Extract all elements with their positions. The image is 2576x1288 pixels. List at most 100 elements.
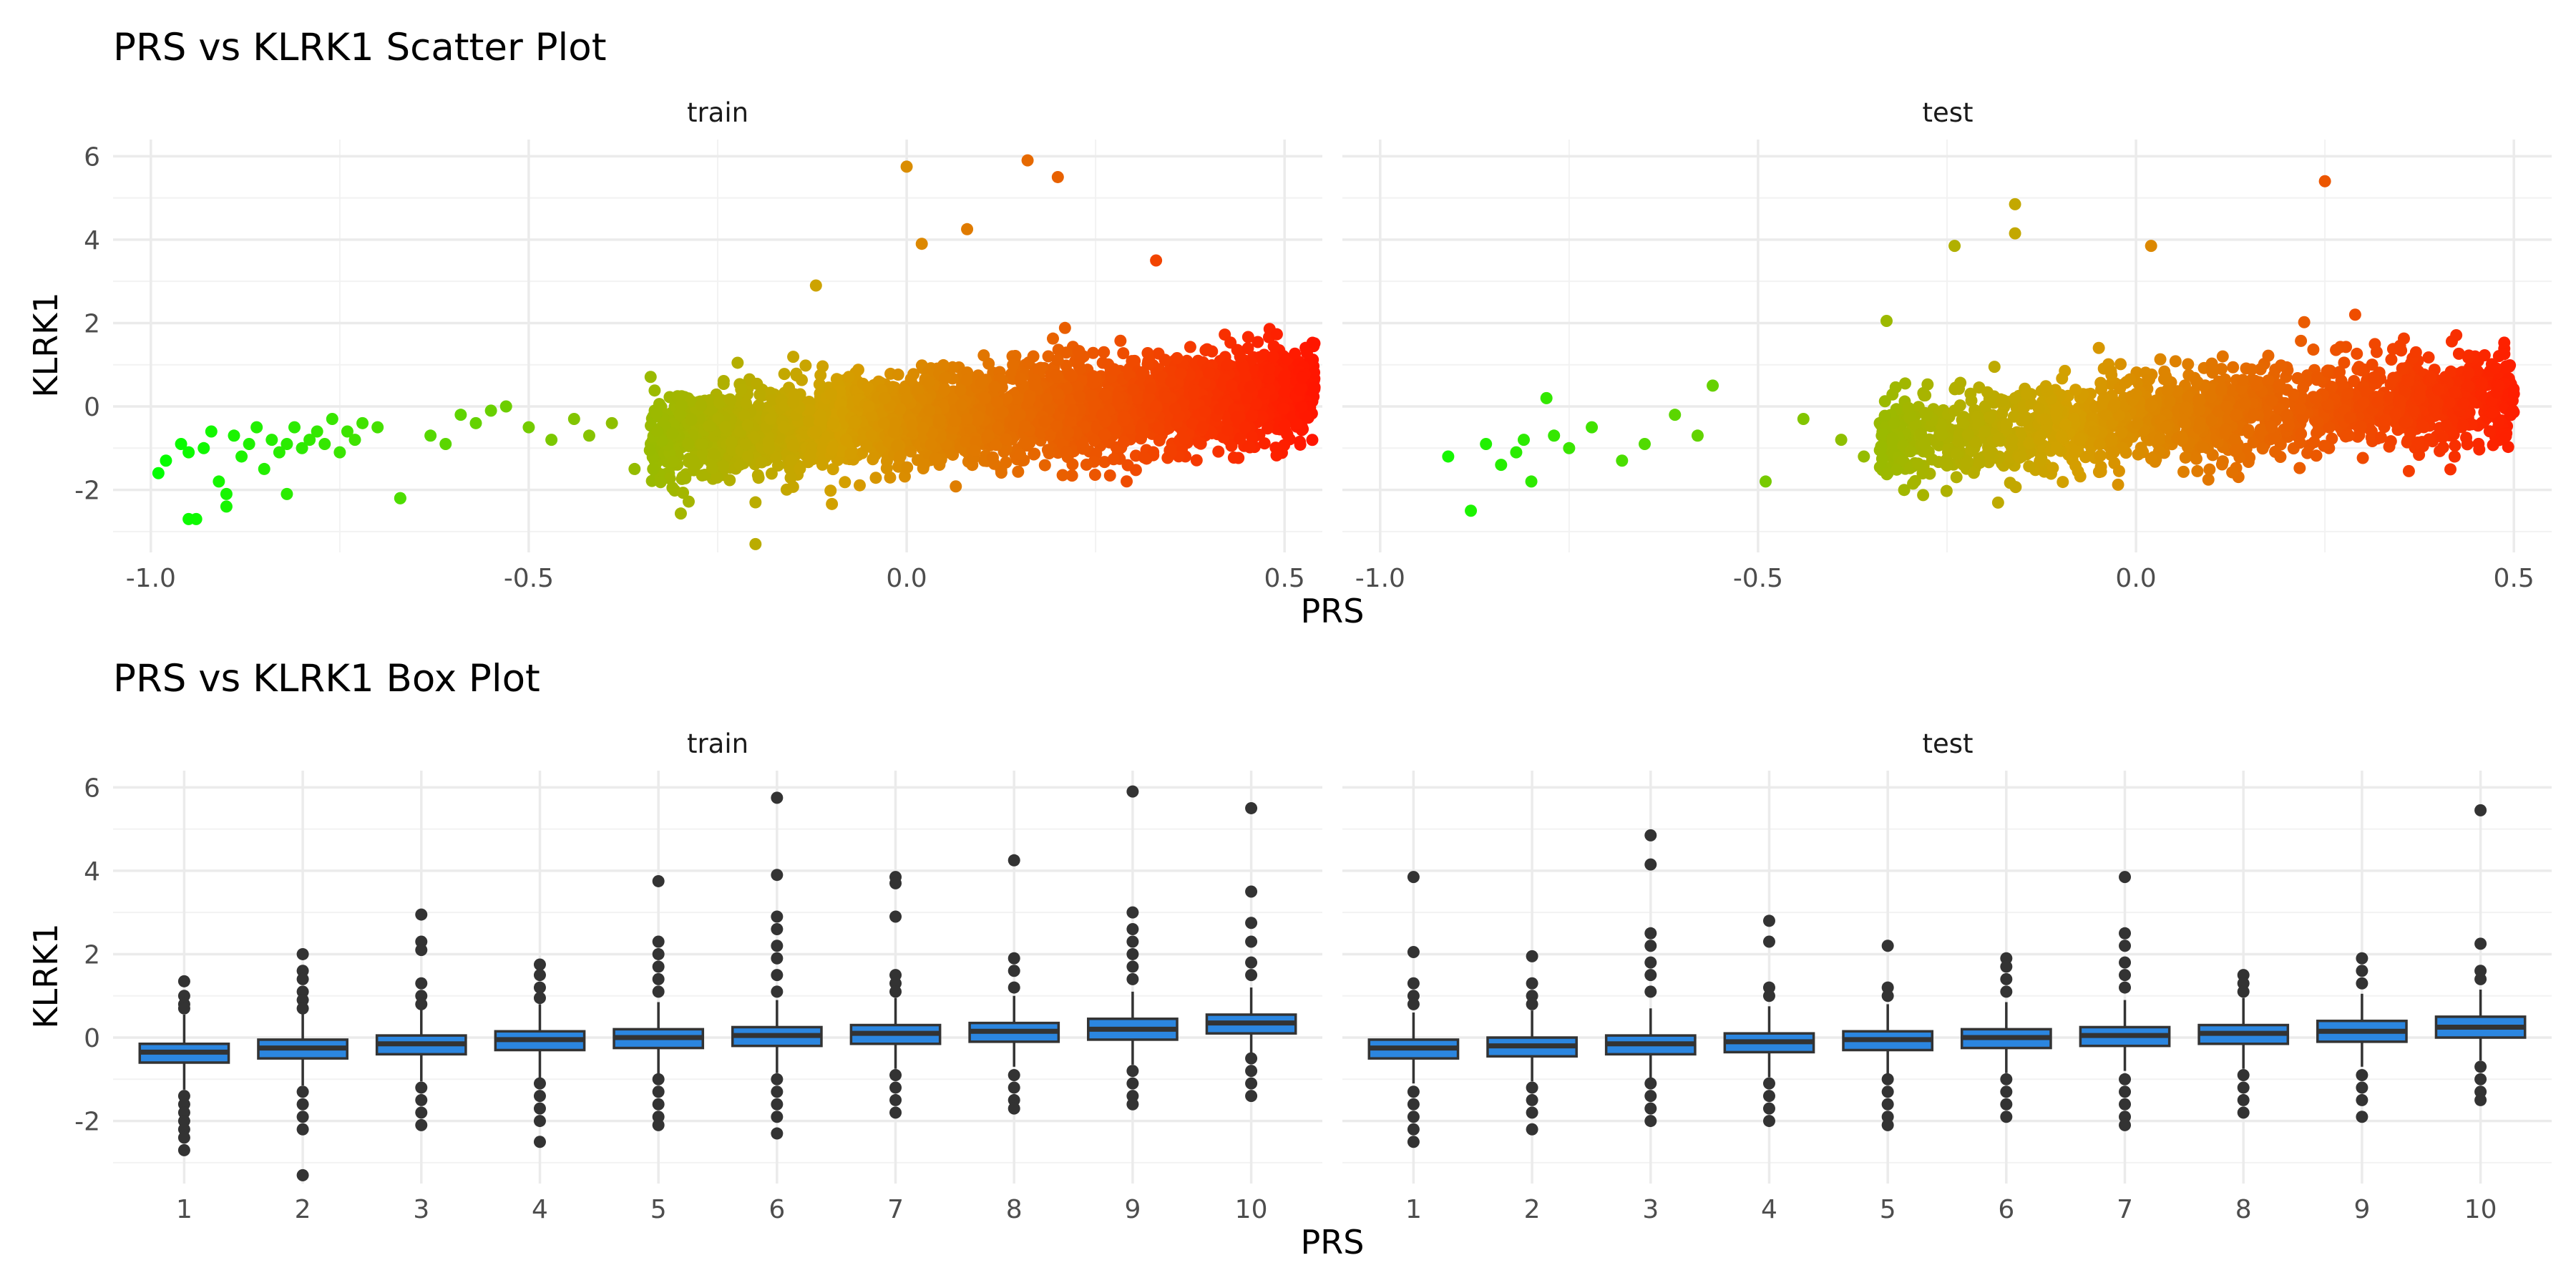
data-point — [753, 389, 766, 401]
data-point — [706, 462, 718, 474]
data-point — [2087, 425, 2100, 438]
data-point — [2461, 438, 2474, 451]
data-point — [1169, 402, 1181, 415]
data-point — [2039, 380, 2052, 393]
data-point — [213, 475, 225, 488]
data-point — [922, 376, 935, 389]
data-point — [258, 462, 270, 475]
data-point — [809, 279, 822, 292]
x-tick-label: -0.5 — [504, 564, 554, 593]
data-point — [280, 487, 293, 500]
data-point — [2145, 452, 2157, 465]
data-point — [826, 417, 839, 430]
data-point — [1051, 353, 1064, 366]
data-point — [723, 474, 736, 487]
data-point — [2104, 365, 2117, 378]
data-point — [852, 364, 864, 376]
data-point — [1136, 428, 1149, 441]
data-point — [1065, 370, 1078, 383]
data-point — [1252, 336, 1264, 348]
data-point — [1171, 352, 1184, 365]
data-point — [2092, 341, 2105, 354]
data-point — [2203, 463, 2216, 476]
data-point — [1192, 436, 1205, 449]
data-point — [763, 442, 776, 455]
data-point — [499, 400, 512, 413]
data-point — [2023, 460, 2036, 473]
data-point — [717, 459, 730, 472]
data-point — [839, 476, 852, 489]
data-point — [717, 375, 730, 388]
data-point — [1277, 402, 1290, 415]
data-point — [318, 437, 331, 450]
data-point — [2293, 462, 2306, 474]
data-point — [686, 454, 699, 467]
data-point — [2020, 388, 2033, 401]
data-point — [1138, 451, 1151, 464]
data-point — [860, 439, 873, 452]
data-point — [2057, 476, 2069, 489]
data-point — [1108, 421, 1121, 434]
data-point — [1088, 469, 1101, 482]
data-point — [424, 429, 437, 442]
data-point — [1187, 388, 1200, 401]
data-point — [2176, 432, 2189, 445]
data-point — [1098, 346, 1111, 358]
data-point — [749, 537, 762, 550]
data-point — [454, 409, 467, 421]
data-point — [1300, 346, 1313, 359]
data-point — [1296, 371, 1309, 384]
data-point — [923, 404, 936, 417]
data-point — [1908, 474, 1921, 487]
data-point — [682, 437, 695, 450]
data-point — [2046, 462, 2059, 474]
data-point — [1023, 393, 1036, 406]
data-point — [2307, 343, 2320, 356]
data-point — [2119, 376, 2132, 389]
data-point — [723, 393, 736, 406]
data-point — [2032, 402, 2045, 415]
data-point — [1270, 328, 1283, 341]
data-point — [2355, 420, 2368, 433]
data-point — [1018, 436, 1031, 449]
data-point — [1174, 367, 1187, 380]
data-point — [1038, 459, 1051, 472]
data-point — [2385, 353, 2398, 366]
data-point — [1246, 409, 1259, 422]
data-point — [228, 429, 240, 442]
data-point — [2190, 452, 2202, 465]
data-point — [778, 368, 791, 381]
data-point — [1158, 353, 1171, 366]
data-point — [2256, 442, 2269, 455]
data-point — [1066, 404, 1079, 417]
x-tick-label: 0.0 — [2115, 564, 2156, 593]
scatter-title: PRS vs KLRK1 Scatter Plot — [113, 26, 607, 69]
data-point — [1279, 419, 1292, 431]
data-point — [326, 412, 338, 425]
data-point — [2407, 404, 2420, 417]
data-point — [1270, 449, 1283, 462]
data-point — [2269, 445, 2282, 458]
data-point — [1141, 358, 1154, 371]
data-point — [1038, 415, 1051, 428]
data-point — [1227, 452, 1240, 464]
data-point — [809, 425, 822, 438]
data-point — [2366, 358, 2379, 371]
data-point — [2094, 465, 2107, 478]
data-point — [877, 416, 890, 429]
data-point — [2402, 464, 2415, 477]
data-point — [677, 487, 690, 499]
data-point — [2449, 386, 2462, 399]
data-point — [765, 467, 778, 480]
data-point — [954, 384, 967, 396]
data-point — [799, 359, 812, 372]
data-point — [1152, 421, 1165, 434]
data-point — [679, 472, 692, 484]
x-tick-label: 0.5 — [2494, 564, 2534, 593]
data-point — [2228, 433, 2241, 446]
data-point — [2056, 372, 2069, 385]
data-point — [1000, 456, 1013, 469]
data-point — [976, 375, 989, 388]
data-point — [197, 441, 210, 454]
